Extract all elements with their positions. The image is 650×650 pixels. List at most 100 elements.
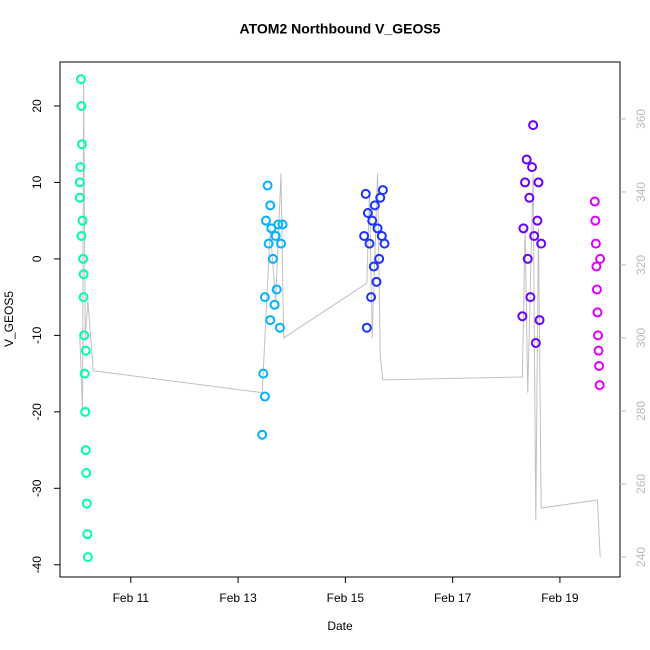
point xyxy=(265,200,276,211)
point xyxy=(80,345,91,356)
point xyxy=(277,219,288,230)
point xyxy=(594,380,605,391)
point xyxy=(533,177,544,188)
point xyxy=(82,529,93,540)
point xyxy=(593,345,604,356)
point xyxy=(534,315,545,326)
point xyxy=(369,200,380,211)
point xyxy=(591,261,602,272)
x-tick-label: Feb 11 xyxy=(113,591,150,605)
point xyxy=(274,322,285,333)
y-tick-label: 10 xyxy=(30,175,44,189)
point xyxy=(364,238,375,249)
point xyxy=(257,429,268,440)
y2-tick-label: 320 xyxy=(634,255,648,275)
point xyxy=(74,192,85,203)
point xyxy=(532,215,543,226)
x-tick-label: Feb 15 xyxy=(327,591,365,605)
point xyxy=(79,330,90,341)
point xyxy=(360,188,371,199)
point xyxy=(522,253,533,264)
point xyxy=(374,253,385,264)
point xyxy=(362,208,373,219)
point xyxy=(590,238,601,249)
point xyxy=(267,253,278,264)
y2-tick-label: 300 xyxy=(634,328,648,348)
x-tick-label: Feb 17 xyxy=(434,591,472,605)
point xyxy=(77,215,88,226)
x-tick-label: Feb 19 xyxy=(541,591,579,605)
point xyxy=(536,238,547,249)
point xyxy=(368,261,379,272)
point xyxy=(592,307,603,318)
point xyxy=(527,162,538,173)
point xyxy=(520,177,531,188)
point xyxy=(372,223,383,234)
point xyxy=(275,238,286,249)
plot-frame xyxy=(59,61,621,578)
point xyxy=(528,120,539,131)
point xyxy=(377,185,388,196)
point xyxy=(74,177,85,188)
y2-tick-label: 360 xyxy=(634,109,648,129)
point xyxy=(260,215,271,226)
y-tick-label: -20 xyxy=(30,403,44,421)
y-tick-label: 20 xyxy=(30,99,44,113)
point xyxy=(593,330,604,341)
point xyxy=(371,276,382,287)
point xyxy=(273,219,284,230)
point xyxy=(589,196,600,207)
point xyxy=(525,292,536,303)
point xyxy=(262,180,273,191)
point xyxy=(263,238,274,249)
point xyxy=(78,292,89,303)
point xyxy=(271,284,282,295)
point xyxy=(269,299,280,310)
point xyxy=(259,292,270,303)
point xyxy=(258,368,269,379)
point xyxy=(524,192,535,203)
point xyxy=(78,269,89,280)
point xyxy=(76,100,87,111)
point xyxy=(359,230,370,241)
point xyxy=(75,74,86,85)
point xyxy=(76,230,87,241)
point xyxy=(361,322,372,333)
point xyxy=(78,253,89,264)
y-tick-label: 0 xyxy=(30,255,44,262)
point xyxy=(80,406,91,417)
chart-title: ATOM2 Northbound V_GEOS5 xyxy=(240,21,441,37)
point xyxy=(530,338,541,349)
point xyxy=(529,230,540,241)
point xyxy=(76,139,87,150)
x-tick-label: Feb 13 xyxy=(219,591,257,605)
point xyxy=(80,445,91,456)
point xyxy=(366,292,377,303)
point xyxy=(517,311,528,322)
point xyxy=(590,215,601,226)
point xyxy=(81,498,92,509)
x-axis-label: Date xyxy=(327,619,353,633)
point xyxy=(379,238,390,249)
point xyxy=(265,315,276,326)
point xyxy=(367,215,378,226)
point xyxy=(595,253,606,264)
point xyxy=(591,284,602,295)
y2-tick-label: 280 xyxy=(634,401,648,421)
y2-tick-label: 260 xyxy=(634,474,648,494)
y-axis-label: V_GEOS5 xyxy=(2,291,16,347)
y2-tick-label: 240 xyxy=(634,547,648,567)
point xyxy=(82,552,93,563)
y-tick-label: -10 xyxy=(30,326,44,344)
y-tick-label: -30 xyxy=(30,479,44,497)
y2-tick-label: 340 xyxy=(634,182,648,202)
point xyxy=(75,162,86,173)
point xyxy=(518,223,529,234)
point xyxy=(594,360,605,371)
point xyxy=(259,391,270,402)
point xyxy=(79,368,90,379)
point xyxy=(270,230,281,241)
point xyxy=(521,154,532,165)
y-tick-label: -40 xyxy=(30,556,44,574)
